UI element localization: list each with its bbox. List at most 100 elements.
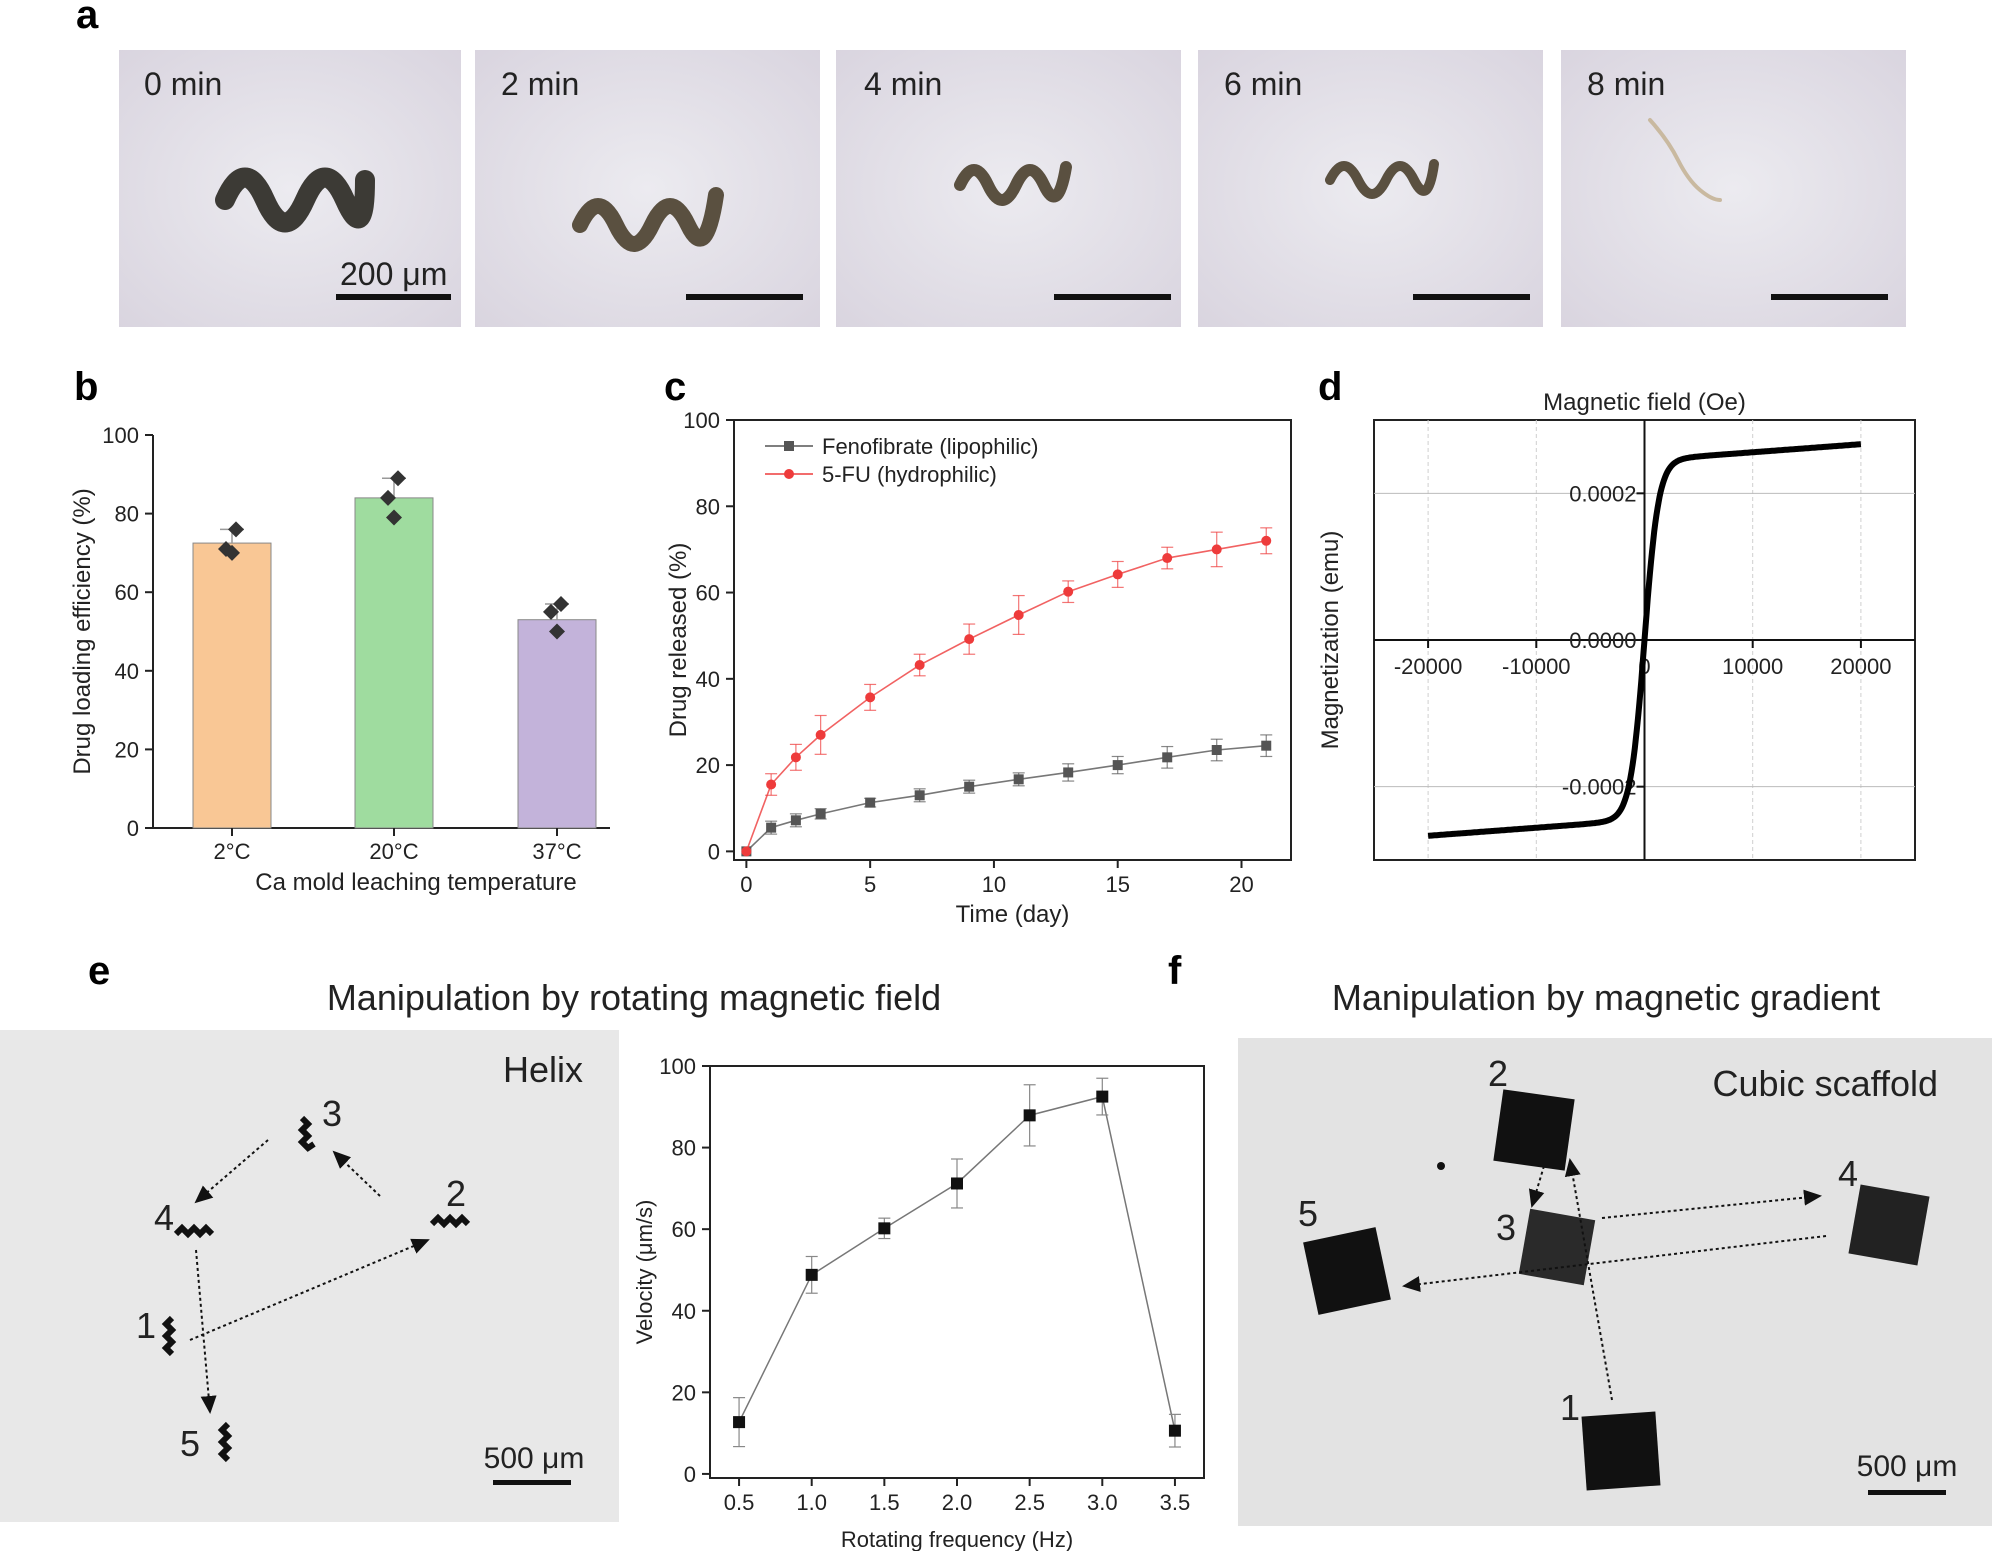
- data-point: [1063, 767, 1074, 778]
- velocity-line: [738, 1095, 1176, 1431]
- bar-1: [354, 497, 434, 829]
- frame-6min: 6 min: [1198, 50, 1543, 327]
- data-point: [865, 692, 876, 703]
- scale-label: 500 μm: [1857, 1450, 1958, 1483]
- scale-bar: [1771, 294, 1888, 300]
- panel-letter-d: d: [1318, 365, 1342, 409]
- arrow-2-3: [332, 1150, 381, 1197]
- x-tick-label: 20: [1229, 872, 1253, 897]
- cubic-scaffold-photo: Cubic scaffold 2 3 4 5 1 500 μm: [1238, 1038, 1992, 1526]
- frame-label: 6 min: [1224, 66, 1302, 102]
- y-tick-label: 80: [115, 502, 139, 527]
- panel-letter-f: f: [1168, 949, 1182, 993]
- panel-letter-c: c: [664, 365, 686, 409]
- scale-label: 500 μm: [484, 1442, 585, 1475]
- y-tick-label: 60: [115, 580, 139, 605]
- x-tick-label: 1.5: [869, 1490, 900, 1515]
- plot-frame: [709, 1065, 1205, 1479]
- helix-shape: [572, 187, 724, 252]
- scale-bar: [1868, 1490, 1946, 1495]
- y-tick-label: 60: [672, 1217, 696, 1242]
- frame-label: 4 min: [864, 66, 942, 102]
- bar-0: [192, 542, 272, 829]
- x-tick-label: 37°C: [532, 839, 581, 864]
- photo-label: Cubic scaffold: [1713, 1063, 1938, 1104]
- legend-marker: [784, 441, 794, 451]
- legend-marker: [784, 469, 794, 479]
- arrow-4-5: [1402, 1235, 1827, 1293]
- marker-5: 5: [1298, 1193, 1318, 1234]
- data-point: [1023, 1109, 1036, 1122]
- data-point: [549, 623, 565, 640]
- photo-label: Helix: [503, 1049, 583, 1090]
- x-tick-label: 2°C: [214, 839, 251, 864]
- data-point: [1211, 544, 1222, 555]
- data-point: [815, 808, 826, 819]
- data-point: [543, 603, 559, 620]
- helix-residue: [1648, 118, 1722, 202]
- data-point: [1168, 1424, 1181, 1437]
- helix-shape: [954, 161, 1072, 206]
- x-tick-label: -10000: [1502, 654, 1571, 679]
- frame-2min: 2 min: [475, 50, 820, 327]
- frame-0min: 0 min 200 μm: [119, 50, 461, 327]
- data-point: [878, 1222, 891, 1235]
- y-tick-label: 100: [102, 423, 139, 448]
- helix-1: [161, 1315, 177, 1357]
- y-tick-label: 40: [696, 667, 720, 692]
- data-point: [914, 790, 925, 801]
- y-tick-label: 20: [672, 1380, 696, 1405]
- frame-4min: 4 min: [836, 50, 1181, 327]
- data-point: [865, 797, 876, 808]
- y-tick-label: 60: [696, 581, 720, 606]
- y-tick-label: 0: [684, 1462, 696, 1487]
- cube-2: [1493, 1089, 1575, 1171]
- scale-bar: [1054, 294, 1171, 300]
- data-point: [1013, 774, 1024, 785]
- data-point: [805, 1268, 818, 1281]
- x-tick-label: 1.0: [796, 1490, 827, 1515]
- marker-1: 1: [136, 1305, 156, 1346]
- y-tick-label: 0.0002: [1569, 481, 1636, 506]
- data-point: [1261, 535, 1272, 546]
- chart-b: 0 20 40 60 80 100 2°C 20°C 37°C Ca mold leaching …: [69, 423, 610, 896]
- arrow-3-4: [194, 1139, 269, 1204]
- chart-d: -20000 -10000 0 10000 20000-0.00020.00000.00…: [1317, 389, 1916, 861]
- scale-bar: [686, 294, 803, 300]
- x-tick-label: 3.5: [1160, 1490, 1191, 1515]
- y-tick-label: 0: [127, 816, 139, 841]
- helix-5: [217, 1421, 233, 1463]
- panel-f-title: Manipulation by magnetic gradient: [1332, 977, 1880, 1018]
- y-tick-label: 20: [696, 753, 720, 778]
- chart-title: Magnetic field (Oe): [1543, 389, 1746, 416]
- magnetization-curve: [1427, 441, 1862, 839]
- panel-letter-a: a: [76, 0, 99, 37]
- arrow-1-2: [189, 1238, 430, 1341]
- frame-label: 8 min: [1587, 66, 1665, 102]
- x-tick-label: 10: [982, 872, 1006, 897]
- data-point: [741, 846, 752, 857]
- x-axis-label: Time (day): [956, 901, 1070, 928]
- legend-label: 5-FU (hydrophilic): [822, 462, 997, 487]
- data-point: [766, 822, 777, 833]
- y-axis-label: Drug released (%): [665, 543, 692, 738]
- data-point: [386, 509, 402, 526]
- data-point: [733, 1416, 746, 1429]
- data-point: [951, 1177, 963, 1190]
- marker-1: 1: [1560, 1387, 1580, 1428]
- data-point: [380, 489, 396, 506]
- scale-bar: [493, 1480, 571, 1485]
- x-tick-label: 20°C: [369, 839, 418, 864]
- marker-4: 4: [154, 1197, 174, 1238]
- frame-label: 0 min: [144, 66, 222, 102]
- data-point: [914, 660, 925, 671]
- panel-e-title: Manipulation by rotating magnetic field: [327, 977, 941, 1018]
- data-point: [815, 729, 826, 740]
- x-tick-label: 0: [740, 872, 752, 897]
- panel-a-frames: 0 min 200 μm 2 min 4 min 6 min 8 min: [119, 50, 1906, 327]
- data-point: [964, 781, 975, 792]
- arrow-3-4: [1601, 1189, 1822, 1219]
- data-point: [790, 815, 801, 826]
- y-axis-label: Velocity (μm/s): [632, 1200, 657, 1345]
- x-tick-label: 2.0: [942, 1490, 973, 1515]
